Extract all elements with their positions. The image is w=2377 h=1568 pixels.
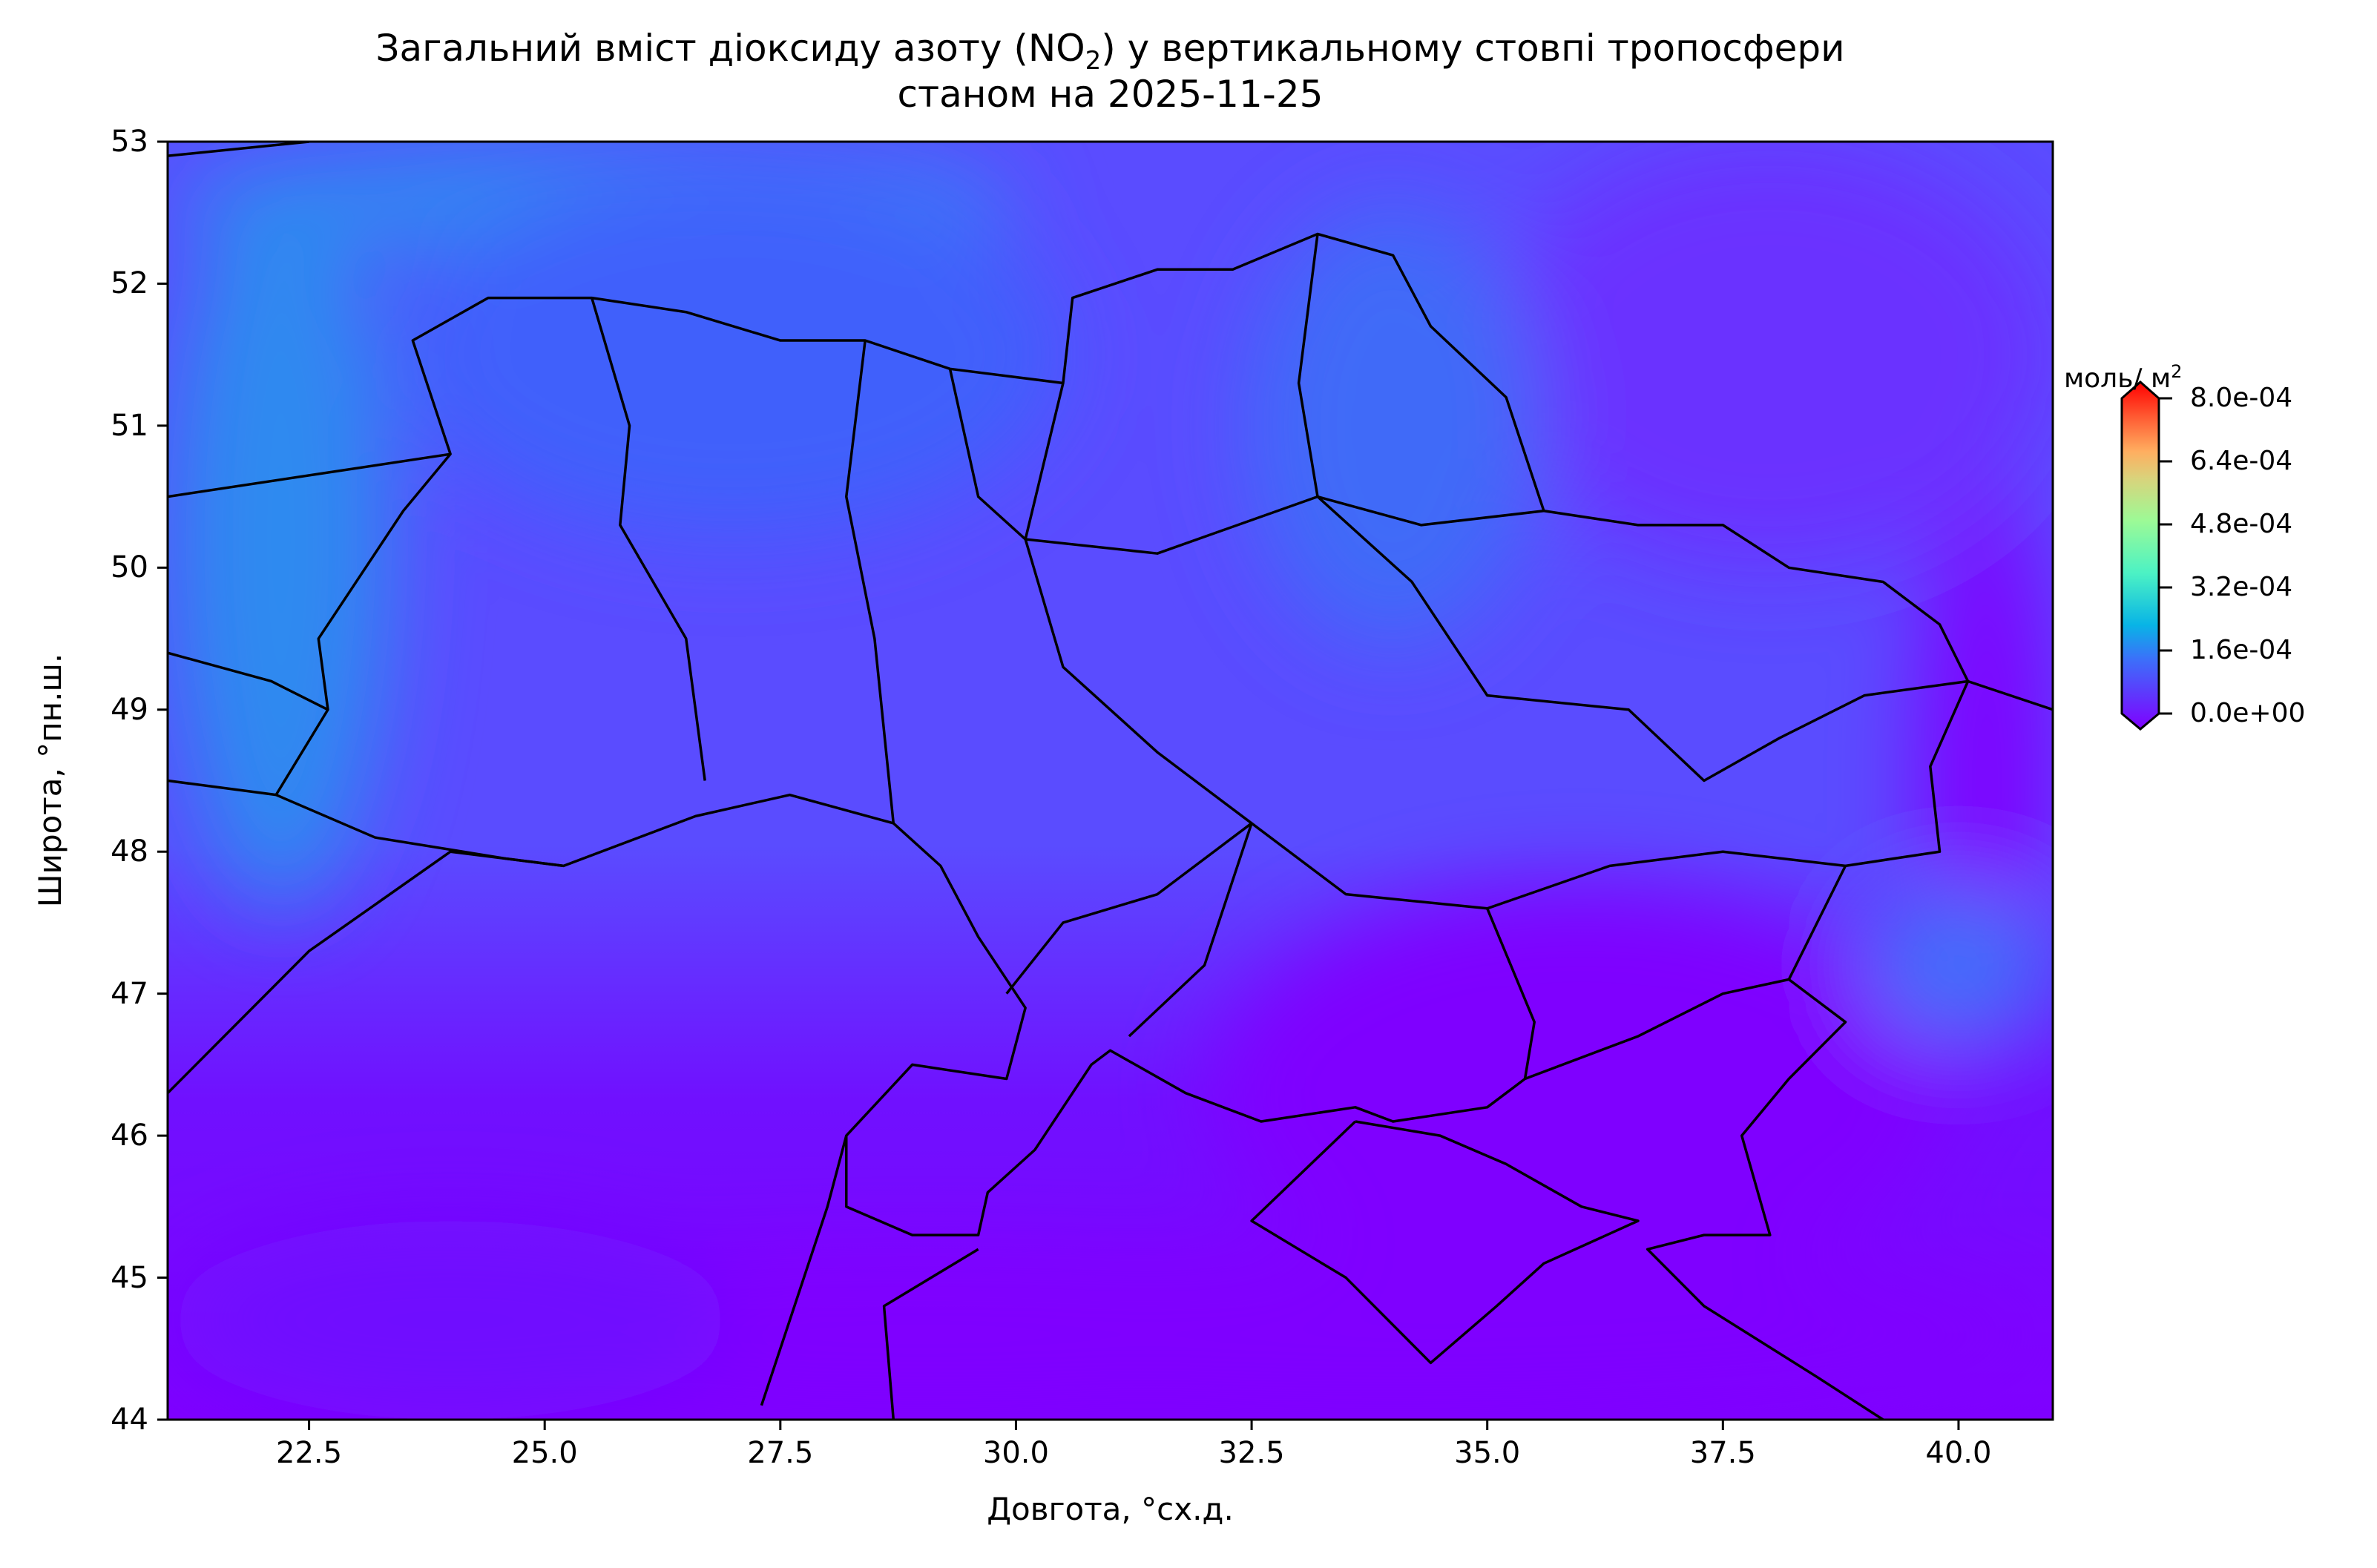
y-tick-label: 48 <box>111 834 148 869</box>
x-tick-label: 37.5 <box>1689 1436 1756 1470</box>
x-tick-label: 35.0 <box>1454 1436 1521 1470</box>
y-tick-label: 50 <box>111 550 148 585</box>
y-tick-label: 52 <box>111 266 148 301</box>
border-line <box>168 779 277 797</box>
border-line <box>1024 383 1846 910</box>
y-tick-label: 53 <box>111 125 148 159</box>
no2-field <box>168 142 2053 1420</box>
title-text-rest: ) у вертикальному стовпі тропосфери <box>1101 27 1845 70</box>
border-line <box>1128 823 1253 1038</box>
border-line <box>168 850 564 1094</box>
y-tick-label: 46 <box>111 1119 148 1153</box>
field-region <box>1210 885 1953 1301</box>
plot-frame <box>166 140 2054 1421</box>
chart-title: Загальний вміст діоксиду азоту (NO2) у в… <box>168 25 2053 84</box>
border-line <box>760 1135 848 1406</box>
border-line <box>1250 1120 1640 1365</box>
border-line <box>1967 679 2053 711</box>
field-region <box>1244 202 1542 648</box>
colorbar-bar <box>2120 381 2160 731</box>
chart-subtitle: станом на 2025-11-25 <box>897 73 1324 116</box>
y-tick-label: 45 <box>111 1260 148 1295</box>
field-region <box>168 1220 734 1420</box>
colorbar-tick-label: 3.2e-04 <box>2190 572 2293 602</box>
x-tick-label: 40.0 <box>1925 1436 1992 1470</box>
field-region <box>399 169 1068 541</box>
y-axis-label: Широта, °пн.ш. <box>32 653 68 908</box>
border-line <box>1005 822 1253 995</box>
title-subscript: 2 <box>1085 46 1102 76</box>
border-line <box>1646 978 1884 1420</box>
title-text: Загальний вміст діоксиду азоту (NO <box>375 27 1085 70</box>
colorbar-unit-superscript: 2 <box>2171 361 2183 382</box>
x-tick-label: 32.5 <box>1218 1436 1285 1470</box>
colorbar-tick-label: 4.8e-04 <box>2190 509 2293 539</box>
borders <box>168 142 2053 1420</box>
x-tick-label: 30.0 <box>982 1436 1049 1470</box>
y-tick-label: 49 <box>111 692 148 727</box>
border-line <box>1486 908 1536 1079</box>
x-axis-label: Довгота, °сх.д. <box>987 1491 1234 1527</box>
x-tick-label: 27.5 <box>747 1436 814 1470</box>
colorbar-tick-label: 8.0e-04 <box>2190 383 2293 413</box>
border-line <box>591 297 706 781</box>
colorbar-tick-label: 6.4e-04 <box>2190 446 2293 476</box>
border-line <box>1316 495 1968 783</box>
x-tick-label: 25.0 <box>511 1436 578 1470</box>
field-region <box>169 168 392 911</box>
colorbar-tick-label: 0.0e+00 <box>2190 698 2306 728</box>
y-tick-label: 51 <box>111 408 148 443</box>
border-line <box>168 142 309 157</box>
colorbar <box>2120 381 2172 731</box>
x-tick-label: 22.5 <box>276 1436 343 1470</box>
border-line <box>948 368 1318 555</box>
border-line <box>882 1248 979 1420</box>
field-region <box>1864 891 2053 1040</box>
field-region <box>1487 142 2053 568</box>
colorbar-tick-label: 1.6e-04 <box>2190 635 2293 665</box>
border-line <box>845 340 895 824</box>
colorbar-unit: моль/ м2 <box>2064 356 2182 395</box>
y-tick-label: 47 <box>111 976 148 1011</box>
border-line <box>168 452 451 498</box>
border-line <box>168 651 329 711</box>
y-tick-label: 44 <box>111 1403 148 1437</box>
colorbar-unit-text: моль/ м <box>2064 363 2171 394</box>
